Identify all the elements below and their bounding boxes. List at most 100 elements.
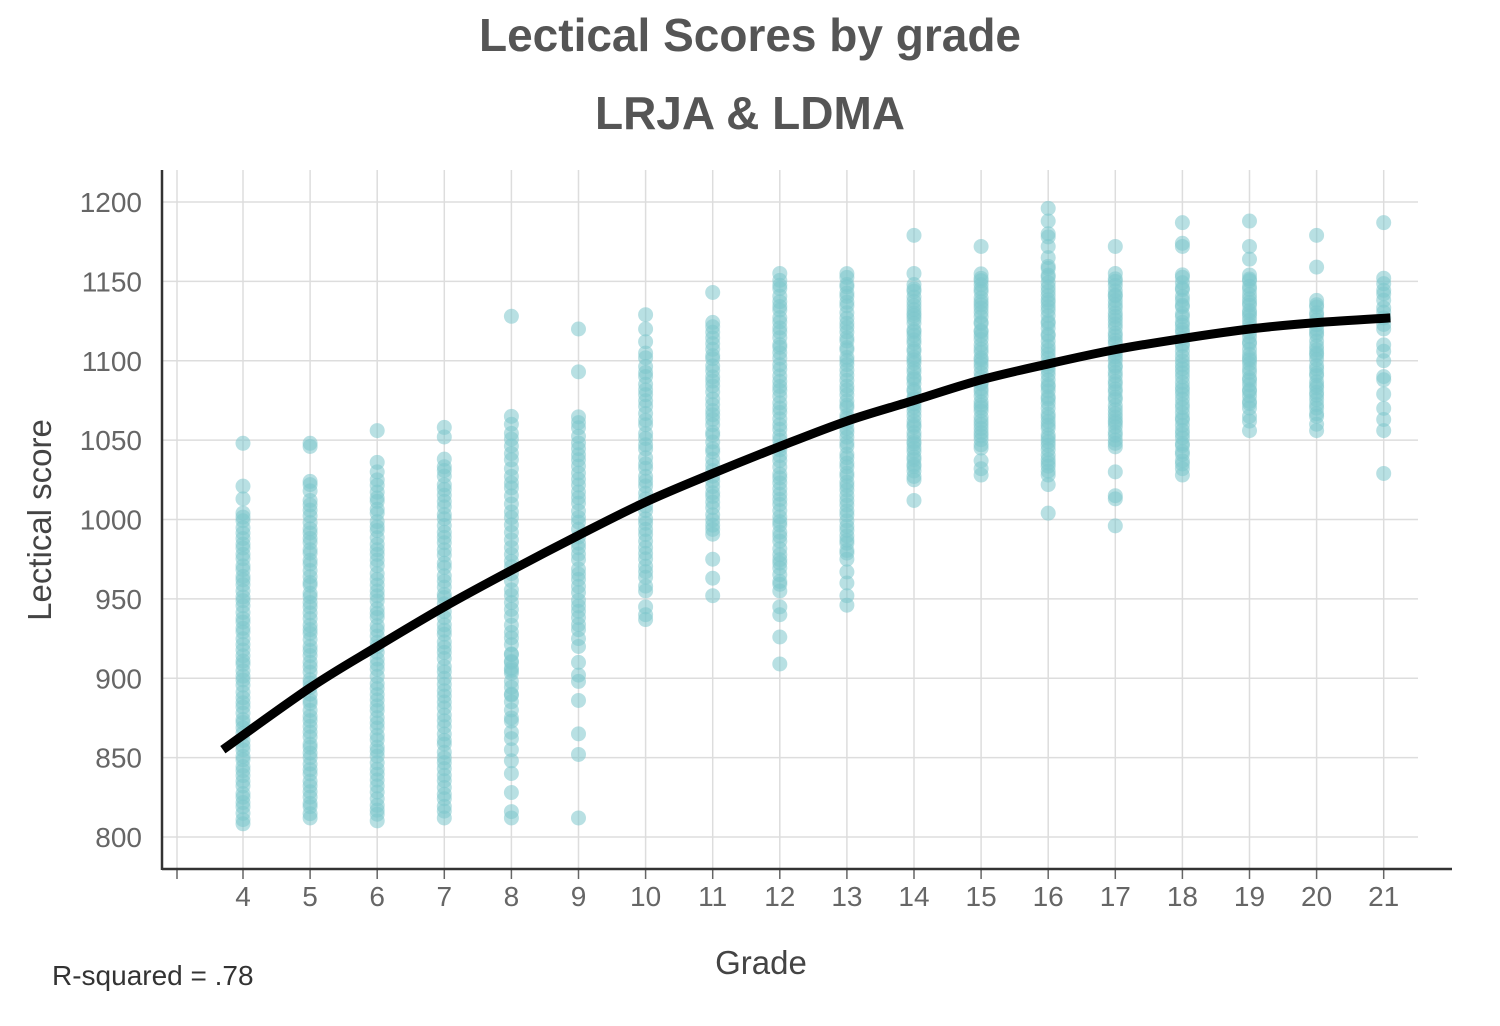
data-point [839, 564, 855, 580]
x-tick-label: 18 [1167, 881, 1198, 912]
data-point [302, 435, 318, 451]
data-point [638, 345, 654, 361]
data-point [1174, 267, 1190, 283]
y-axis-label: Lectical score [21, 419, 58, 621]
data-point [503, 785, 519, 801]
x-tick-label: 12 [764, 881, 795, 912]
x-tick-label: 19 [1234, 881, 1265, 912]
data-point [571, 631, 586, 647]
y-tick-label: 900 [95, 663, 142, 694]
data-point [1040, 213, 1056, 229]
data-point [503, 710, 519, 726]
y-tick-label: 850 [95, 743, 142, 774]
data-point [906, 227, 922, 243]
data-point [839, 266, 855, 282]
x-axis-label: Grade [715, 944, 807, 981]
data-point [638, 334, 654, 350]
data-point [1242, 408, 1257, 424]
data-point [302, 473, 318, 489]
chart-subtitle: LRJA & LDMA [594, 87, 906, 139]
data-point [1376, 423, 1392, 439]
data-point [973, 238, 989, 254]
data-point [503, 724, 519, 740]
r-squared-annotation: R-squared = .78 [52, 960, 254, 991]
data-point [503, 753, 519, 769]
data-point [571, 810, 586, 826]
data-points [235, 200, 1392, 832]
data-point [503, 308, 519, 324]
data-point [906, 492, 922, 508]
x-tick-label: 17 [1100, 881, 1131, 912]
y-tick-label: 1100 [82, 346, 142, 377]
data-point [1242, 251, 1257, 267]
data-point [705, 314, 721, 330]
data-point [1376, 465, 1392, 481]
data-point [436, 419, 452, 435]
data-point [1174, 461, 1190, 477]
data-point [1376, 400, 1392, 416]
data-point [1376, 270, 1392, 286]
data-point [1107, 238, 1123, 254]
data-point [571, 364, 586, 380]
data-point [705, 284, 721, 300]
data-point [436, 451, 452, 467]
data-point [1174, 215, 1190, 231]
x-tick-label: 15 [966, 881, 997, 912]
data-point [235, 478, 251, 494]
data-point [1107, 265, 1123, 281]
data-point [1040, 505, 1056, 521]
data-point [1040, 226, 1056, 242]
data-point [369, 423, 385, 439]
fit-curve-layer [220, 313, 1391, 754]
data-point [571, 654, 586, 670]
x-tick-label: 7 [437, 881, 453, 912]
data-point [1376, 337, 1392, 353]
data-point [1376, 386, 1392, 402]
gridlines [162, 170, 1418, 869]
y-tick-label: 950 [95, 584, 142, 615]
data-point [1040, 467, 1056, 483]
data-point [638, 599, 654, 615]
tick-labels: 800 850 900 950 1000 1050 1100 1150 1200 4 5 6 7 8 9 10… [80, 187, 1400, 912]
x-tick-label: 11 [698, 881, 727, 912]
data-point [772, 599, 788, 615]
data-point [1242, 213, 1257, 229]
data-point [571, 321, 586, 337]
data-point [235, 491, 251, 507]
data-point [1376, 411, 1392, 427]
data-point [503, 686, 519, 702]
x-tick-label: 10 [630, 881, 661, 912]
x-tick-label: 4 [235, 881, 251, 912]
chart-title: Lectical Scores by grade [478, 9, 1022, 61]
data-point [973, 266, 989, 282]
x-tick-label: 13 [831, 881, 862, 912]
y-tick-label: 800 [95, 822, 142, 853]
data-point [638, 307, 654, 323]
data-point [571, 692, 586, 708]
data-point [839, 588, 855, 604]
data-point [906, 265, 922, 281]
data-point [1309, 416, 1325, 432]
data-point [906, 277, 922, 293]
data-point [1174, 235, 1190, 251]
data-point [1040, 200, 1056, 216]
x-tick-label: 20 [1301, 881, 1332, 912]
data-point [503, 646, 519, 662]
data-point [1376, 215, 1392, 231]
data-point [571, 746, 586, 762]
x-tick-label: 9 [571, 881, 587, 912]
y-tick-label: 1150 [82, 266, 142, 297]
axes [160, 170, 1452, 879]
data-point [1376, 369, 1392, 385]
x-tick-label: 21 [1368, 881, 1399, 912]
data-point [772, 265, 788, 281]
data-point [705, 570, 721, 586]
data-point [571, 409, 586, 425]
data-point [503, 766, 519, 781]
data-point [705, 551, 721, 567]
data-point [705, 588, 721, 604]
data-point [973, 453, 989, 469]
y-tick-label: 1000 [80, 505, 142, 536]
data-point [839, 575, 855, 591]
